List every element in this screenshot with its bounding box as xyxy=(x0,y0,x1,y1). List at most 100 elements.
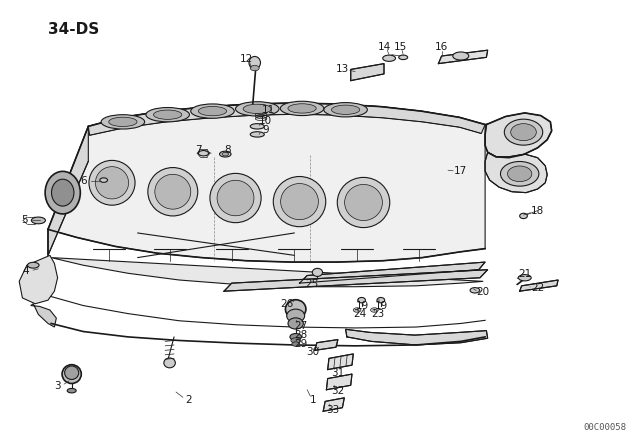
Text: 23: 23 xyxy=(371,310,384,319)
Ellipse shape xyxy=(353,308,361,312)
Ellipse shape xyxy=(243,104,271,113)
Ellipse shape xyxy=(324,103,367,117)
Text: 25: 25 xyxy=(306,280,319,289)
Ellipse shape xyxy=(65,366,79,379)
Text: 19: 19 xyxy=(375,301,388,310)
Text: 18: 18 xyxy=(531,207,544,216)
Ellipse shape xyxy=(45,171,81,214)
Ellipse shape xyxy=(291,338,301,343)
Polygon shape xyxy=(520,280,558,291)
Ellipse shape xyxy=(500,161,539,186)
Text: 7: 7 xyxy=(195,145,202,155)
Text: 19: 19 xyxy=(356,301,369,310)
Polygon shape xyxy=(323,398,344,411)
Text: 8: 8 xyxy=(224,145,230,155)
Polygon shape xyxy=(224,270,488,291)
Text: 33: 33 xyxy=(326,405,339,415)
Ellipse shape xyxy=(504,119,543,145)
Ellipse shape xyxy=(62,365,81,383)
Text: 32: 32 xyxy=(332,386,344,396)
Text: 2: 2 xyxy=(186,395,192,405)
Ellipse shape xyxy=(146,108,189,122)
Ellipse shape xyxy=(220,151,231,157)
Ellipse shape xyxy=(511,124,536,141)
Text: 10: 10 xyxy=(259,116,272,126)
Polygon shape xyxy=(48,103,485,262)
Ellipse shape xyxy=(154,110,182,119)
Ellipse shape xyxy=(210,173,261,223)
Ellipse shape xyxy=(288,318,303,329)
Ellipse shape xyxy=(155,174,191,209)
Text: 4: 4 xyxy=(22,266,29,276)
Ellipse shape xyxy=(508,166,532,181)
Ellipse shape xyxy=(249,56,260,69)
Text: 11: 11 xyxy=(262,105,275,115)
Text: 14: 14 xyxy=(378,42,390,52)
Polygon shape xyxy=(315,340,338,350)
Ellipse shape xyxy=(344,185,383,220)
Text: 21: 21 xyxy=(518,269,531,279)
Text: 30: 30 xyxy=(306,347,319,357)
Ellipse shape xyxy=(89,160,135,205)
Polygon shape xyxy=(88,103,485,135)
Ellipse shape xyxy=(28,262,39,268)
Ellipse shape xyxy=(358,297,365,303)
Polygon shape xyxy=(31,304,56,327)
Polygon shape xyxy=(328,354,353,370)
Ellipse shape xyxy=(285,300,306,319)
Polygon shape xyxy=(48,126,88,255)
Text: 17: 17 xyxy=(454,166,467,176)
Ellipse shape xyxy=(399,55,408,60)
Text: 34-DS: 34-DS xyxy=(48,22,99,37)
Ellipse shape xyxy=(287,309,305,323)
Ellipse shape xyxy=(470,288,480,293)
Text: 31: 31 xyxy=(332,368,344,378)
Ellipse shape xyxy=(164,358,175,368)
Ellipse shape xyxy=(198,151,209,156)
Polygon shape xyxy=(300,262,485,283)
Ellipse shape xyxy=(383,55,396,61)
Ellipse shape xyxy=(337,177,390,228)
Ellipse shape xyxy=(288,104,316,113)
Ellipse shape xyxy=(280,184,319,220)
Ellipse shape xyxy=(51,179,74,206)
Polygon shape xyxy=(485,113,552,158)
Ellipse shape xyxy=(290,333,301,340)
Polygon shape xyxy=(485,152,547,193)
Ellipse shape xyxy=(520,213,527,219)
Ellipse shape xyxy=(250,132,264,137)
Ellipse shape xyxy=(109,117,137,126)
Ellipse shape xyxy=(198,107,227,116)
Ellipse shape xyxy=(101,115,145,129)
Ellipse shape xyxy=(518,275,531,281)
Ellipse shape xyxy=(67,388,76,393)
Ellipse shape xyxy=(95,167,129,199)
Ellipse shape xyxy=(100,178,108,182)
Ellipse shape xyxy=(453,52,468,60)
Ellipse shape xyxy=(236,102,279,116)
Text: 16: 16 xyxy=(435,42,448,52)
Text: 3: 3 xyxy=(54,381,61,391)
Ellipse shape xyxy=(371,308,378,312)
Ellipse shape xyxy=(217,180,254,216)
Polygon shape xyxy=(346,329,488,345)
Text: 5: 5 xyxy=(21,215,28,224)
Ellipse shape xyxy=(312,268,323,276)
Text: 1: 1 xyxy=(310,395,317,405)
Ellipse shape xyxy=(191,104,234,118)
Ellipse shape xyxy=(31,217,45,224)
Text: 28: 28 xyxy=(294,330,307,340)
Polygon shape xyxy=(19,255,58,304)
Polygon shape xyxy=(351,64,384,81)
Text: 29: 29 xyxy=(294,339,307,349)
Ellipse shape xyxy=(280,101,324,116)
Text: 12: 12 xyxy=(240,54,253,64)
Ellipse shape xyxy=(273,177,326,227)
Text: 13: 13 xyxy=(336,65,349,74)
Text: 24: 24 xyxy=(353,310,366,319)
Text: 20: 20 xyxy=(477,287,490,297)
Text: 27: 27 xyxy=(294,321,307,331)
Text: 6: 6 xyxy=(80,177,86,186)
Text: 22: 22 xyxy=(531,283,544,293)
Ellipse shape xyxy=(250,124,264,129)
